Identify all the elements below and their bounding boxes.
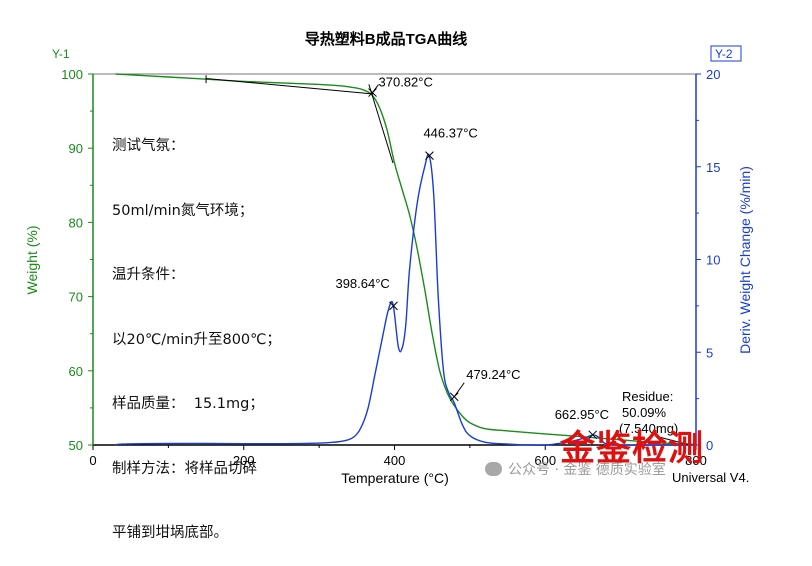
peak-label: 662.95°C (555, 407, 609, 422)
residue-percent: 50.09% (622, 405, 667, 420)
y-left-tick-label: 60 (69, 364, 83, 379)
condition-line: 50ml/min氮气环境； (112, 202, 254, 219)
condition-line: 温升条件： (112, 267, 185, 283)
y-right-axis-label: Deriv. Weight Change (%/min) (737, 166, 753, 354)
y2-tag-box (710, 45, 742, 62)
x-tick-label: 600 (534, 453, 556, 468)
condition-line: 以20℃/min升至800℃； (112, 331, 281, 348)
y-right-tick-label: 15 (706, 160, 720, 175)
x-axis-ticks: 0 200 400 600 800 (89, 445, 707, 468)
y-left-tick-label: 70 (69, 290, 83, 305)
y-left-tick-label: 50 (69, 438, 83, 453)
test-conditions-block: 测试气氛： 50ml/min氮气环境； 温升条件： 以20℃/min升至800℃… (112, 93, 281, 566)
y-right-tick-label: 10 (706, 253, 720, 268)
deriv-weight-curve (115, 153, 696, 446)
x-tick-label: 200 (233, 453, 255, 468)
condition-line: 制样方法：将样品切碎 (112, 460, 257, 477)
chart-title: 导热塑料B成品TGA曲线 (305, 30, 468, 48)
wechat-watermark-text: 公众号 · 金鉴 德质实验室 (508, 462, 666, 478)
residue-mass: (7.540mg) (619, 421, 678, 436)
y-left-tick-label: 80 (69, 215, 83, 230)
wechat-icon (485, 462, 502, 476)
peak-leader-line (372, 84, 379, 93)
x-tick-label: 400 (384, 453, 406, 468)
peak-label: 370.82°C (379, 75, 433, 90)
x-tick-label: 0 (89, 453, 96, 468)
peak-label: 398.64°C (335, 276, 389, 291)
residue-label: Residue: (622, 389, 673, 404)
peak-leader-line (453, 382, 465, 398)
y-left-tick-label: 100 (61, 67, 83, 82)
y-left-axis-label: Weight (%) (24, 226, 40, 295)
y-right-tick-label: 20 (706, 67, 720, 82)
condition-line: 样品质量： 15.1mg； (112, 396, 264, 412)
x-tick-label: 800 (685, 453, 707, 468)
onset-baseline-tangent (206, 77, 374, 95)
peak-label: 479.24°C (466, 367, 520, 382)
y2-axis-tag: Y-2 (715, 47, 733, 61)
y-left-tick-label: 90 (69, 141, 83, 156)
y-left-axis-ticks: 50 60 70 80 90 100 (61, 67, 93, 453)
series-layer (115, 73, 697, 446)
tga-chart: 导热塑料B成品TGA曲线 Y-1 Y-2 0 200 400 600 800 50607… (24, 30, 753, 486)
peak-label: 446.37°C (423, 126, 477, 141)
y-right-tick-label: 0 (706, 438, 713, 453)
annotation-layer: 370.82°C 446.37°C 398.64°C 479.24°C 662.95°C (335, 75, 609, 440)
y1-axis-tag: Y-1 (52, 47, 70, 61)
condition-line: 平铺到坩埚底部。 (112, 525, 228, 541)
stamp-watermark: 金鉴检测 (560, 428, 705, 469)
residue-annotation: Residue: 50.09% (7.540mg) (619, 389, 691, 446)
peak-marker (425, 151, 434, 160)
peak-marker (389, 301, 398, 311)
x-axis-label: Temperature (°C) (341, 470, 449, 486)
onset-slope-tangent (368, 84, 394, 164)
condition-line: 测试气氛： (112, 138, 185, 154)
y1-tag-box (45, 46, 83, 61)
y-right-axis-ticks: 0 5 10 15 20 (696, 67, 720, 453)
y-right-tick-label: 5 (706, 345, 713, 360)
wechat-watermark: 公众号 · 金鉴 德质实验室 (485, 459, 666, 479)
peak-marker (588, 430, 598, 440)
instrument-label: Universal V4. (670, 470, 752, 485)
